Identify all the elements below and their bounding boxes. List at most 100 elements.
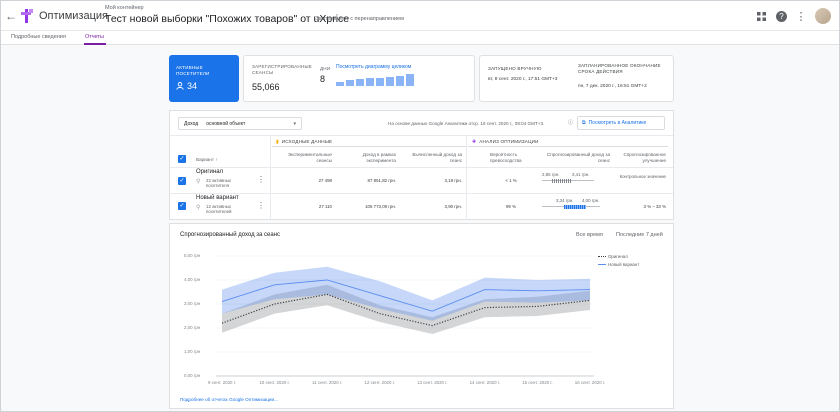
analytics-icon: ⧉ [582,120,586,126]
col-variant[interactable]: Вариант ↑ [196,157,218,162]
col-forecast: Спрогнозированный доход за сеанс [546,152,610,163]
x-tick-label: 11 сент. 2020 г. [312,380,343,385]
row-checkbox[interactable]: ✓ [178,202,186,210]
row-menu-icon[interactable]: ⋮ [257,175,265,184]
days-bar [346,79,354,86]
range-low: 3,34 грн. [556,198,574,203]
range-bar [552,178,572,183]
analysis-group-line [468,146,668,147]
top-bar: ← Оптимизация Мой контейнер Тест новой в… [1,1,839,31]
days-bar [366,78,374,86]
row-menu-icon[interactable]: ⋮ [257,201,265,210]
days-bar [386,77,394,86]
analytics-bars-icon: ▮ [276,139,279,145]
sessions-label: Зарегистрированные сеансы [252,64,312,75]
col-separator [466,135,467,220]
select-all-checkbox[interactable]: ✓ [178,155,186,163]
tab-details[interactable]: Подробные сведения [11,34,66,40]
optimize-small-icon: ✚ [472,139,477,145]
view-in-analytics-button[interactable]: ⧉ Посмотреть в Аналитике [577,116,665,130]
variant-name: Оригинал [196,169,224,175]
variant-visitors: 22 активных посетителя [206,178,232,189]
confidence-band-new-variant [222,266,590,321]
sessions-card: Зарегистрированные сеансы 55,066 Дни 8 П… [243,55,475,102]
legend-swatch [598,264,606,266]
scheduled-label: Запланированное окончание срока действия [578,63,661,74]
x-tick-label: 16 сент. 2020 г. [574,380,606,385]
tab-reports[interactable]: Отчеты [85,34,105,40]
variant-visitors: 12 активных посетителей [206,204,232,215]
range-low: 2,85 грн. [542,172,560,177]
variant-name: Новый вариант [196,195,239,201]
per-session: 3,90 грн. [444,204,462,209]
legend-new-variant: Новый вариант [598,262,639,267]
view-in-analytics-label: Посмотреть в Аналитике [588,120,647,126]
more-vert-icon[interactable]: ⋮ [795,10,807,23]
results-table-card: Доход основной объект ▾ На основе данных… [169,110,674,220]
metric-select[interactable]: Доход основной объект ▾ [178,117,302,130]
col-per-session: Вычисленный доход за сеанс [412,152,462,163]
experiment-title: Тест новой выборки "Похожих товаров" от … [105,13,350,25]
dropdown-arrow-icon: ▾ [293,120,296,127]
learn-more-link[interactable]: Подробнее об отчетах Google Оптимизации.… [180,397,278,402]
revenue-select-label: Доход [184,120,199,127]
days-value: 8 [320,74,326,84]
info-icon[interactable]: ⓘ [568,120,574,126]
started-label: Запущено вручную [488,66,542,71]
legend-original: Оригинал [598,254,628,259]
y-tick-label: 5,00 грн [184,253,201,258]
range-all-time[interactable]: Все время [576,232,603,238]
optimize-logo-icon [21,9,33,23]
days-bar [356,79,364,86]
forecast-chart [216,255,594,377]
per-session: 3,19 грн. [444,178,462,183]
help-icon[interactable]: ? [775,10,787,22]
probability: 99 % [505,204,516,209]
analysis-group-label: Анализ оптимизации [479,139,539,145]
exp-sessions: 27 110 [318,204,332,209]
tab-bar: Подробные сведения Отчеты [1,31,839,45]
range-last-7-days[interactable]: Последние 7 дней [616,232,663,238]
schedule-card: Запущено вручную вт, 8 сент. 2020 г., 17… [479,55,674,102]
row-checkbox[interactable]: ✓ [178,177,186,185]
back-arrow-icon[interactable]: ← [5,9,17,23]
divider [170,135,673,136]
chart-title: Спрогнозированный доход за сеанс [180,232,281,238]
source-group-line [272,146,466,147]
legend-swatch [598,256,606,258]
view-diagram-link[interactable]: Посмотреть диаграмму целиком [336,64,412,70]
col-improvement: Спрогнозированное улучшение [623,152,666,163]
legend-label: Новый вариант [608,262,640,267]
days-bar-chart [336,72,416,86]
x-tick-label: 15 сент. 2020 г. [522,380,553,385]
legend-label: Оригинал [608,254,628,259]
range-bar [564,204,586,209]
app-name: Оптимизация [39,10,108,22]
active-visitors-card: Активные посетители 34 [169,55,239,102]
divider [170,193,673,194]
scheduled-value: пн, 7 дек. 2020 г., 16:51 GMT+2 [578,84,647,89]
active-tab-indicator [84,43,106,45]
apps-icon[interactable] [755,10,767,22]
person-icon: ⚲ [196,205,201,211]
objective-select-label: основной объект [206,120,246,127]
y-tick-label: 2,00 грн [184,325,201,330]
y-tick-label: 1,00 грн [184,349,201,354]
x-tick-label: 14 сент. 2020 г. [469,380,501,385]
y-tick-label: 4,00 грн [184,277,201,282]
revenue: 105 773,09 грн. [365,204,396,209]
divider [170,167,673,168]
analysis-group-header: ✚ Анализ оптимизации [472,139,539,145]
probability: < 1 % [505,178,517,183]
x-tick-label: 12 сент. 2020 г. [364,380,395,385]
exp-sessions: 27 498 [318,178,332,183]
avatar[interactable] [815,8,831,24]
y-tick-label: 0,00 грн [184,373,201,378]
range-high: 3,41 грн. [572,172,590,177]
person-icon: ⚲ [196,179,201,185]
x-tick-label: 10 сент. 2020 г. [259,380,290,385]
days-label: Дни [320,66,331,71]
days-bar [396,76,404,86]
days-bar [336,81,344,86]
